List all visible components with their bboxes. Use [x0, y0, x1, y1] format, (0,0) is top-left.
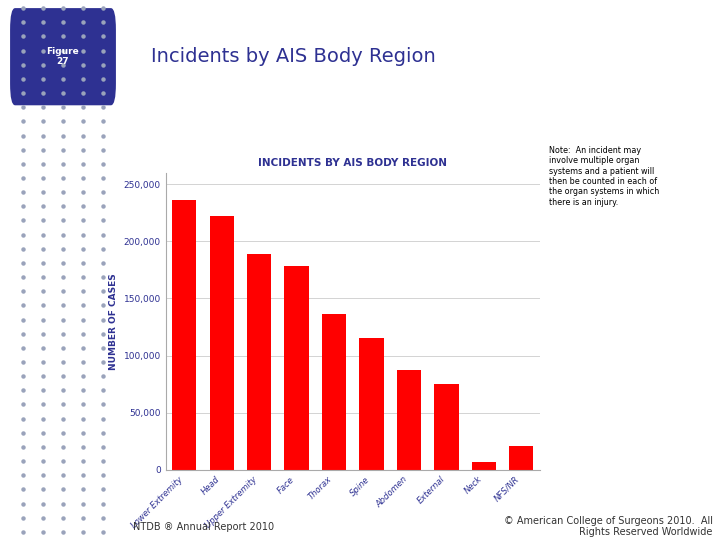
Bar — [434, 384, 459, 470]
Text: NTDB ® Annual Report 2010: NTDB ® Annual Report 2010 — [133, 522, 274, 531]
Bar — [172, 200, 197, 470]
Bar — [472, 462, 496, 470]
Text: Incidents by AIS Body Region: Incidents by AIS Body Region — [151, 47, 436, 66]
Bar — [397, 370, 421, 470]
Title: INCIDENTS BY AIS BODY REGION: INCIDENTS BY AIS BODY REGION — [258, 158, 447, 168]
Text: © American College of Surgeons 2010.  All
Rights Reserved Worldwide: © American College of Surgeons 2010. All… — [504, 516, 713, 537]
Text: Figure
27: Figure 27 — [47, 47, 79, 66]
Y-axis label: NUMBER OF CASES: NUMBER OF CASES — [109, 273, 118, 370]
Bar — [359, 339, 384, 470]
FancyBboxPatch shape — [10, 8, 116, 105]
Text: Note:  An incident may
involve multiple organ
systems and a patient will
then be: Note: An incident may involve multiple o… — [549, 146, 659, 207]
Bar — [322, 314, 346, 470]
Bar — [509, 446, 534, 470]
Bar — [247, 254, 271, 470]
Bar — [284, 266, 309, 470]
Bar — [210, 216, 234, 470]
